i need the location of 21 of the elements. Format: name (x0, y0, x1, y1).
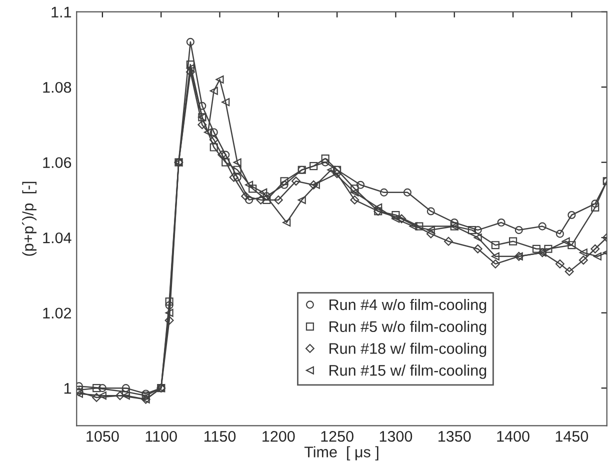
legend-label: Run #15 w/ film-cooling (330, 364, 486, 379)
x-tick-label: 1250 (321, 430, 354, 442)
x-tick-label: 1300 (380, 430, 412, 442)
y-axis-title: (p+p´)/p [-] (22, 182, 36, 256)
y-tick-label: 1.08 (43, 82, 72, 93)
y-tick-label: 1.1 (52, 6, 72, 18)
legend-label: Run #4 w/o film-cooling (330, 298, 486, 314)
x-tick-label: 1100 (146, 430, 177, 442)
x-axis-title: Time [ μs ] (304, 446, 378, 460)
legend-label: Run #5 w/o film-cooling (330, 320, 486, 336)
x-tick-label: 1350 (438, 430, 471, 442)
x-tick-label: 1050 (86, 430, 119, 442)
legend-label: Run #18 w/ film-cooling (330, 342, 486, 357)
y-tick-label: 1.02 (43, 308, 71, 319)
x-tick-label: 1450 (556, 430, 588, 442)
x-tick-label: 1200 (262, 430, 295, 442)
x-tick-label: 1150 (204, 430, 236, 442)
x-tick-label: 1400 (497, 430, 530, 442)
y-tick-label: 1 (64, 383, 72, 394)
y-tick-label: 1.04 (43, 232, 72, 244)
y-tick-label: 1.06 (43, 157, 72, 168)
